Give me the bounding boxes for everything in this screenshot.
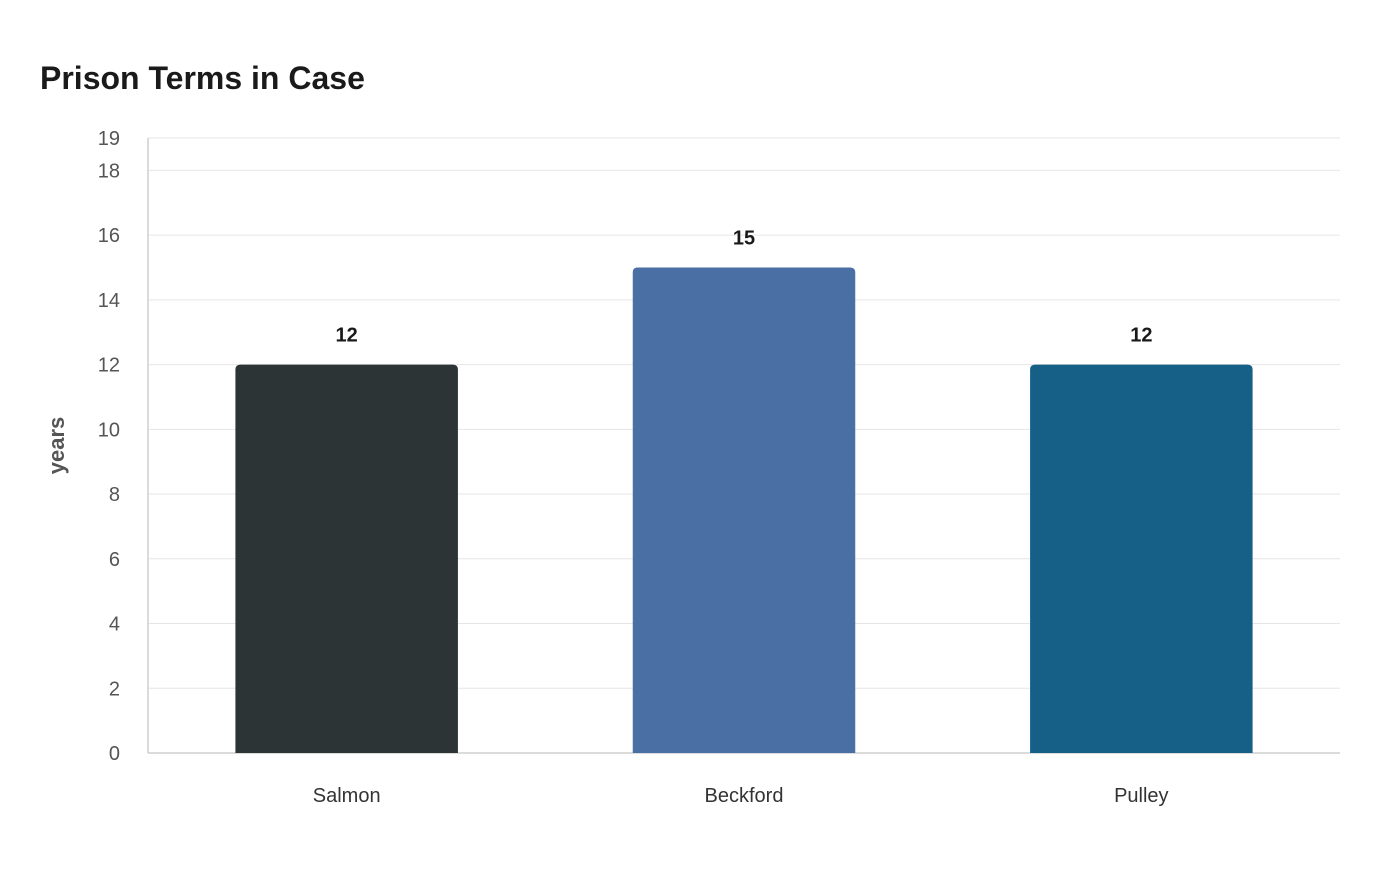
y-tick-label: 0 — [109, 743, 120, 765]
y-tick-label: 4 — [109, 614, 120, 636]
y-tick-label: 19 — [98, 128, 120, 150]
y-axis-ticks: 0 2 4 6 8 10 12 14 16 18 19 — [98, 128, 120, 765]
y-tick-label: 16 — [98, 225, 120, 247]
value-label-pulley: 12 — [1130, 325, 1152, 347]
y-tick-label: 6 — [109, 549, 120, 571]
y-axis-title: years — [44, 417, 69, 475]
value-label-salmon: 12 — [336, 325, 358, 347]
y-tick-label: 10 — [98, 419, 120, 441]
value-labels: 12 15 12 — [336, 227, 1153, 346]
y-tick-label: 2 — [109, 678, 120, 700]
y-tick-label: 12 — [98, 355, 120, 377]
x-tick-label-beckford: Beckford — [705, 785, 784, 807]
bar-beckford — [632, 267, 856, 753]
y-tick-label: 18 — [98, 160, 120, 182]
x-tick-label-salmon: Salmon — [313, 785, 381, 807]
bar-salmon — [235, 364, 458, 753]
y-tick-label: 14 — [98, 290, 120, 312]
bars — [235, 267, 1253, 753]
chart-title: Prison Terms in Case — [40, 60, 365, 96]
x-tick-label-pulley: Pulley — [1114, 785, 1168, 807]
x-axis-ticks: Salmon Beckford Pulley — [313, 785, 1169, 807]
bar-pulley — [1030, 364, 1253, 753]
y-tick-label: 8 — [109, 484, 120, 506]
value-label-beckford: 15 — [733, 227, 755, 249]
